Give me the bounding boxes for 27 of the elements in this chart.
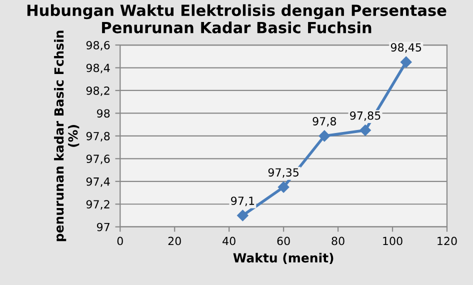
- x-tick-label: 120: [438, 236, 457, 246]
- y-tick-label: 97,6: [86, 154, 110, 164]
- x-tick-label: 60: [277, 236, 290, 246]
- point: [360, 124, 371, 136]
- y-tick-label: 97,8: [86, 132, 110, 142]
- y-tick-label: 97: [96, 222, 110, 232]
- data-label: 98,45: [390, 43, 422, 53]
- x-tick-label: 80: [332, 236, 344, 246]
- point: [237, 210, 248, 222]
- point: [400, 56, 412, 68]
- point: [318, 130, 330, 142]
- x-axis-title: Waktu (menit): [233, 252, 334, 264]
- y-tick-label: 98: [96, 109, 110, 118]
- data-label: 97,8: [312, 117, 336, 127]
- data-label: 97,1: [231, 196, 254, 206]
- y-tick-label: 98,6: [86, 41, 110, 51]
- x-tick-label: 40: [222, 236, 236, 246]
- y-tick-label: 98,4: [86, 64, 110, 74]
- point: [278, 181, 290, 193]
- y-tick-label: 97,2: [86, 200, 110, 210]
- x-tick-label: 0: [117, 236, 123, 246]
- y-tick-label: 97,4: [86, 177, 110, 187]
- x-tick-label: 20: [168, 236, 181, 246]
- data-label: 97,85: [350, 111, 380, 121]
- x-tick-label: 100: [383, 236, 402, 246]
- y-tick-label: 98,2: [86, 86, 110, 96]
- data-label: 97,35: [268, 168, 298, 178]
